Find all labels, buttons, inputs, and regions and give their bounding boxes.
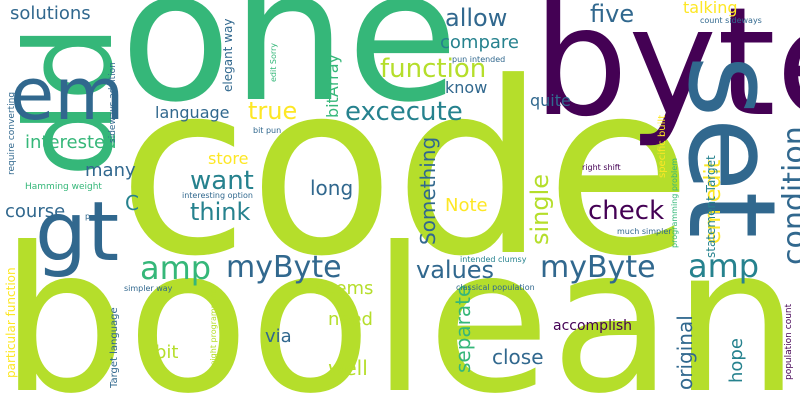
word: compare <box>440 32 519 53</box>
word: specific built <box>657 114 668 178</box>
word: course <box>5 201 66 222</box>
word: amp <box>688 247 760 285</box>
word: condition <box>777 126 800 265</box>
word: many <box>85 160 136 181</box>
word: single <box>526 173 554 245</box>
word: interested <box>25 132 117 153</box>
word: require converting <box>7 91 17 175</box>
word: store <box>208 149 249 168</box>
word: myByte <box>226 250 342 285</box>
word: talking <box>683 0 738 17</box>
word: bitArray <box>323 54 342 118</box>
word: byte <box>533 0 800 150</box>
word: Hamming weight <box>25 182 102 192</box>
word: C <box>125 191 139 215</box>
word: hope <box>726 338 747 383</box>
word: myByte <box>540 250 656 285</box>
word: accomplish <box>553 318 633 334</box>
word: via <box>265 326 292 347</box>
word: statement Target <box>704 155 718 258</box>
word: intended clumsy <box>460 255 527 264</box>
word: language <box>155 103 230 122</box>
word: seems <box>315 278 374 299</box>
word: weight programming <box>209 288 218 372</box>
word: Something <box>416 136 440 245</box>
word: quite <box>530 91 571 110</box>
word: bit <box>155 342 179 363</box>
word: check <box>588 196 665 226</box>
word: classical population <box>456 283 535 292</box>
word: know <box>445 78 488 97</box>
word: bit pun <box>253 126 282 135</box>
word: values <box>416 256 495 284</box>
word: amp <box>140 249 212 287</box>
word: well <box>328 356 368 380</box>
word: gt <box>35 185 120 280</box>
word: programming problem <box>670 158 679 248</box>
word: solutions <box>10 3 91 24</box>
word: one <box>120 0 459 142</box>
word: separate <box>451 284 475 373</box>
word: Note <box>445 195 488 216</box>
word: excecute <box>345 97 463 127</box>
word: population count <box>784 303 794 380</box>
word: sideways addition <box>108 62 118 143</box>
word: want <box>190 166 254 196</box>
word: particular function <box>4 267 18 378</box>
word: long <box>310 176 354 200</box>
word: five <box>590 0 635 28</box>
word: true <box>248 97 298 125</box>
word: set <box>661 55 800 239</box>
word: pun intended <box>452 55 506 64</box>
word: original <box>673 315 697 390</box>
word: need <box>328 309 373 330</box>
word: edit Sorry <box>269 42 278 82</box>
word: think <box>190 198 251 226</box>
word: boolean <box>0 205 800 400</box>
word: much simpler <box>617 227 672 236</box>
word: elegant way <box>221 18 235 92</box>
word: right shift <box>582 163 621 172</box>
word: interesting option <box>182 191 253 200</box>
word: p <box>85 212 91 221</box>
word: code <box>118 32 692 309</box>
word: allow <box>445 4 508 32</box>
word: count sideways <box>700 16 762 25</box>
word: Target language <box>109 307 120 388</box>
word: em <box>10 52 125 136</box>
word: simpler way <box>124 284 173 293</box>
word: close <box>492 345 544 369</box>
word: function <box>380 54 487 84</box>
